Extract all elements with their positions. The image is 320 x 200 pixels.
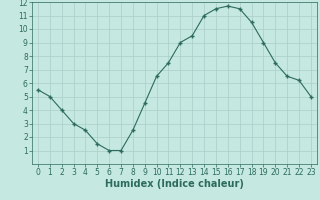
X-axis label: Humidex (Indice chaleur): Humidex (Indice chaleur) (105, 179, 244, 189)
